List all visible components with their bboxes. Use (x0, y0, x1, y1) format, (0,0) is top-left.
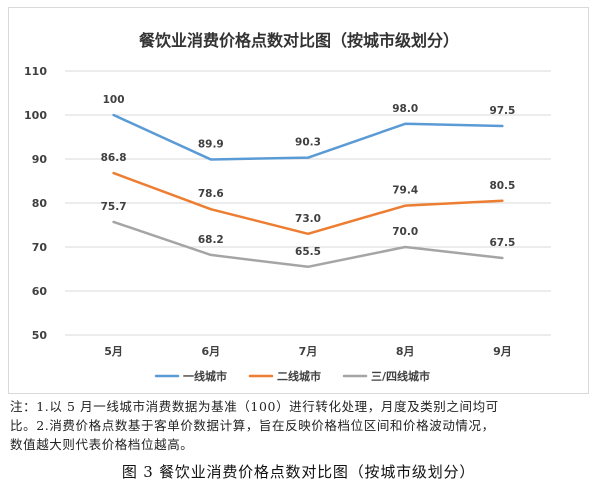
data-label: 67.5 (489, 237, 515, 249)
y-tick-label: 90 (32, 153, 48, 166)
series-line-1 (112, 171, 504, 236)
figure-caption: 图 3 餐饮业消费价格点数对比图（按城市级划分） (121, 463, 476, 481)
data-label: 65.5 (295, 246, 321, 258)
y-axis-ticks: 110 100 90 80 70 60 50 (24, 65, 47, 342)
y-tick-label: 70 (32, 241, 48, 254)
data-label: 73.0 (295, 213, 321, 225)
chart-footnote: 注：1.以 5 月一线城市消费数据为基准（100）进行转化处理，月度及类别之间均… (10, 397, 590, 454)
legend-label: 三/四线城市 (371, 369, 430, 383)
footnote-line-2: 比。2.消费价格点数基于客单价数据计算，旨在反映价格档位区间和价格波动情况， (10, 418, 495, 433)
data-label: 90.3 (295, 137, 321, 149)
x-tick-label: 7月 (299, 345, 318, 358)
data-label: 78.6 (198, 188, 224, 200)
y-tick-label: 100 (24, 109, 47, 122)
x-tick-label: 5月 (104, 345, 123, 358)
series-line-2 (112, 220, 504, 269)
x-axis-ticks: 5月 6月 7月 8月 9月 (104, 345, 511, 358)
gridlines (65, 70, 551, 336)
legend: 一线城市 二线城市 三/四线城市 (154, 369, 430, 383)
data-label: 86.8 (101, 152, 127, 164)
series-lines (112, 113, 504, 269)
series-line-0 (112, 113, 504, 161)
x-tick-label: 8月 (396, 345, 415, 358)
data-label: 98.0 (392, 103, 418, 115)
data-label: 89.9 (198, 138, 224, 150)
data-label: 79.4 (392, 185, 418, 197)
data-labels: 100 89.9 90.3 98.0 97.5 86.8 78.6 73.0 79.4 80.5 7… (101, 94, 516, 258)
chart-title: 餐饮业消费价格点数对比图（按城市级划分） (138, 31, 459, 50)
y-tick-label: 110 (24, 65, 47, 78)
legend-label: 二线城市 (277, 369, 321, 383)
chart-frame: 餐饮业消费价格点数对比图（按城市级划分） 110 100 90 80 70 60 50 5月… (8, 7, 589, 394)
x-tick-label: 9月 (493, 345, 512, 358)
data-label: 68.2 (198, 234, 224, 246)
y-tick-label: 60 (32, 285, 48, 298)
data-label: 80.5 (489, 180, 515, 192)
footnote-line-3: 数值越大则代表价格档位越高。 (10, 437, 194, 452)
data-label: 70.0 (392, 226, 418, 238)
y-tick-label: 50 (32, 329, 48, 342)
legend-label: 一线城市 (183, 369, 227, 383)
footnote-line-1: 注：1.以 5 月一线城市消费数据为基准（100）进行转化处理，月度及类别之间均… (10, 399, 499, 414)
data-label: 100 (103, 94, 125, 106)
y-tick-label: 80 (32, 197, 48, 210)
data-label: 75.7 (101, 201, 127, 213)
line-chart: 餐饮业消费价格点数对比图（按城市级划分） 110 100 90 80 70 60 50 5月… (24, 31, 551, 383)
x-tick-label: 6月 (201, 345, 220, 358)
data-label: 97.5 (489, 105, 515, 117)
